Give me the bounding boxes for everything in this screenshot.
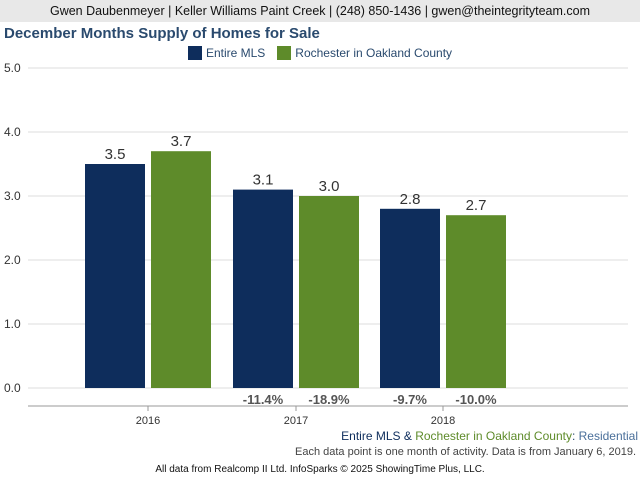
y-tick-label: 5.0 (4, 61, 21, 75)
agent-contact-header: Gwen Daubenmeyer | Keller Williams Paint… (0, 0, 640, 22)
footer-series-rochester: Rochester in Oakland County (415, 429, 572, 443)
bar-rochester-in-oakland-county (446, 215, 506, 388)
legend-item-entire-mls[interactable]: Entire MLS (187, 46, 266, 60)
percent-change-label: -11.4% (243, 392, 284, 407)
x-tick-label: 2016 (136, 415, 160, 427)
legend-swatch-rochester (277, 46, 292, 60)
x-tick-label: 2017 (284, 415, 308, 427)
x-tick-label: 2018 (431, 415, 455, 427)
footer-property-type: Residential (578, 429, 638, 443)
legend-item-rochester[interactable]: Rochester in Oakland County (277, 46, 452, 60)
bar-value-label: 3.5 (105, 146, 126, 163)
bar-value-label: 3.0 (319, 178, 340, 195)
bar-value-label: 3.7 (171, 133, 192, 150)
bar-entire-mls (233, 189, 293, 388)
footer-data-note: Each data point is one month of activity… (295, 446, 636, 458)
footer-colon: : (571, 429, 579, 443)
y-tick-label: 4.0 (4, 125, 21, 139)
bar-entire-mls (85, 164, 145, 388)
y-tick-label: 1.0 (4, 317, 21, 331)
percent-change-label: -18.9% (308, 392, 350, 407)
chart-title: December Months Supply of Homes for Sale (4, 25, 320, 42)
bar-value-label: 3.1 (253, 172, 274, 189)
bar-entire-mls (380, 208, 440, 388)
percent-change-label: -10.0% (455, 392, 497, 407)
bar-value-label: 2.7 (466, 197, 487, 214)
y-tick-label: 2.0 (4, 253, 21, 267)
footer-credit: All data from Realcomp II Ltd. InfoSpark… (155, 464, 485, 475)
chart-legend: Entire MLS Rochester in Oakland County (0, 46, 640, 60)
footer-series-line: Entire MLS & Rochester in Oakland County… (341, 429, 638, 443)
legend-swatch-entire-mls (187, 46, 202, 60)
percent-change-label: -9.7% (393, 392, 427, 407)
y-tick-label: 0.0 (4, 381, 21, 395)
bar-value-label: 2.8 (400, 191, 421, 208)
bar-rochester-in-oakland-county (151, 151, 211, 388)
footer-series-entire-mls: Entire MLS (341, 429, 401, 443)
legend-label-entire-mls: Entire MLS (205, 46, 266, 60)
y-tick-label: 3.0 (4, 189, 21, 203)
legend-label-rochester: Rochester in Oakland County (295, 46, 453, 60)
bar-rochester-in-oakland-county (299, 196, 359, 388)
footer-ampersand: & (400, 429, 416, 443)
